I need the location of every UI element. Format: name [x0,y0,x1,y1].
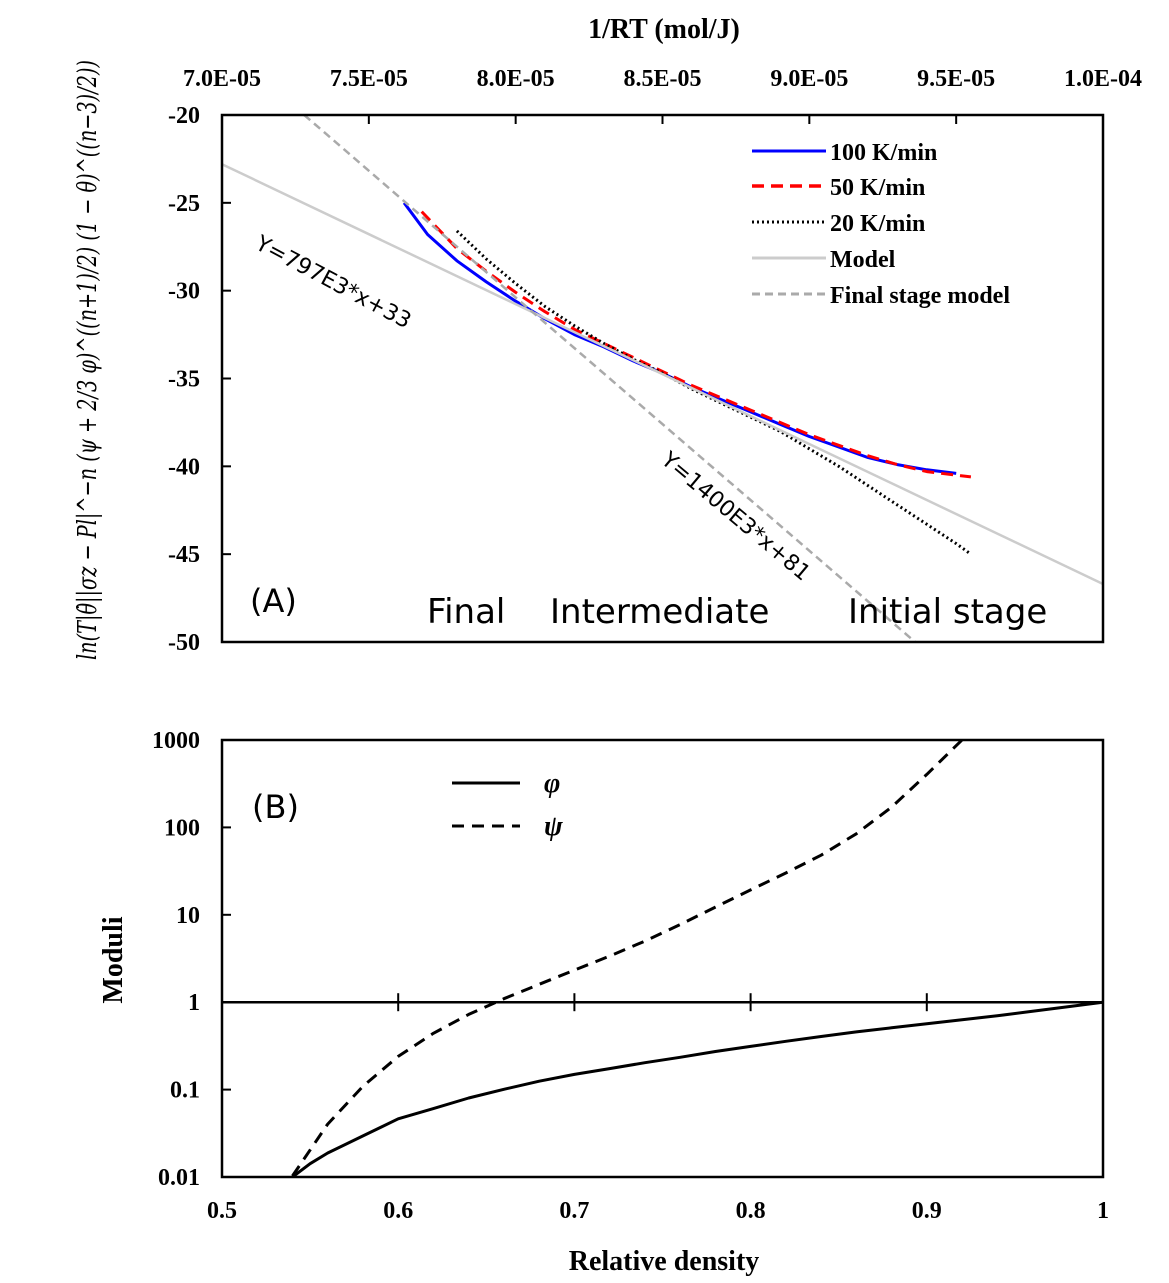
panel-b-series [291,740,1103,1177]
panel-b-label: (B) [252,788,299,826]
panel-a-x-tick-label: 7.0E-05 [183,66,261,92]
panel-a-x-axis-title: 1/RT (mol/J) [588,14,740,45]
panel-a-y-tick-label: -50 [168,630,200,656]
panel-b-x-tick-label: 0.9 [912,1198,942,1224]
panel-a-legend: 100 K/min 50 K/min 20 K/min Model Final … [752,140,1010,309]
panel-b-x-tick-label: 0.8 [736,1198,766,1224]
psi-curve [291,740,964,1177]
legend-final-stage-label: Final stage model [830,283,1010,309]
panel-a: 1/RT (mol/J) 7.0E-05 7.5E-05 8.0E-05 8.5E-0… [73,14,1142,660]
series-line-0 [402,201,957,475]
phi-curve [291,1000,1103,1177]
model-equation-annotation: Y=797E3*x+33 [250,231,415,334]
stage-label-intermediate: Intermediate [550,592,769,632]
panel-b-y-tick-label: 10 [176,903,200,929]
panel-a-y-tick-label: -30 [168,279,200,305]
series-line-1 [420,210,972,479]
panel-a-tick-marks [221,114,1104,643]
panel-a-x-tick-label: 9.5E-05 [917,66,995,92]
panel-a-x-tick-label: 7.5E-05 [330,66,408,92]
panel-b: 0.5 0.6 0.7 0.8 0.9 1 0.01 0.1 1 10 100 1000 Relat… [98,728,1109,1277]
panel-a-x-tick-label: 8.0E-05 [477,66,555,92]
series-line-4 [303,115,916,642]
panel-a-series [222,115,1103,642]
legend-phi-label: φ [544,768,560,799]
panel-b-plot-area [291,740,1103,1177]
panel-a-x-tick-label: 8.5E-05 [624,66,702,92]
panel-a-y-tick-label: -35 [168,367,200,393]
legend-model-label: Model [830,247,896,273]
panel-b-x-tick-label: 0.5 [207,1198,237,1224]
panel-a-y-tick-label: -25 [168,191,200,217]
panel-a-plot-area [222,115,1103,642]
panel-a-y-axis-title-text: ln(T|θ̇||σz − Pl|^−n (ψ + 2/3 φ)^((n+1)/… [73,60,103,660]
panel-b-x-tick-label: 0.7 [559,1198,589,1224]
final-stage-equation-annotation: Y=1400E3*x+81 [655,447,814,586]
panel-a-y-tick-label: -45 [168,542,200,568]
stage-label-initial: Initial stage [848,592,1047,632]
panel-a-frame [220,113,1105,644]
legend-20k-label: 20 K/min [830,211,925,237]
panel-b-tick-marks [221,739,1104,1178]
panel-a-y-tick-labels: -20 -25 -30 -35 -40 -45 -50 [168,103,200,656]
panel-b-y-tick-label: 0.1 [170,1078,200,1104]
panel-b-y-tick-label: 100 [164,815,200,841]
panel-b-y-axis-title: Moduli [98,916,129,1003]
stage-label-final: Final [427,592,505,632]
series-line-3 [222,163,1103,586]
legend-100k-label: 100 K/min [830,140,937,166]
panel-b-y-tick-label: 1000 [152,728,200,754]
panel-a-label: (A) [250,582,297,620]
legend-psi-label: ψ [544,811,563,842]
panel-b-x-tick-label: 0.6 [383,1198,413,1224]
panel-b-x-tick-label: 1 [1097,1198,1109,1224]
legend-50k-label: 50 K/min [830,175,925,201]
panel-b-legend: φ ψ [452,768,563,842]
panel-b-x-tick-labels: 0.5 0.6 0.7 0.8 0.9 1 [207,1198,1109,1224]
panel-a-y-tick-label: -20 [168,103,200,129]
panel-a-x-tick-labels: 7.0E-05 7.5E-05 8.0E-05 8.5E-05 9.0E-05 9.5E-… [183,66,1142,92]
panel-a-x-tick-label: 1.0E-04 [1064,66,1142,92]
panel-a-x-tick-label: 9.0E-05 [770,66,848,92]
panel-b-y-tick-labels: 0.01 0.1 1 10 100 1000 [152,728,200,1191]
panel-b-x-axis-title: Relative density [569,1246,760,1277]
series-line-2 [455,229,972,556]
panel-b-y-tick-label: 1 [188,990,200,1016]
panel-a-y-tick-label: -40 [168,454,200,480]
panel-b-frame [220,738,1105,1179]
panel-a-y-axis-title: ln(T|θ̇||σz − Pl|^−n (ψ + 2/3 φ)^((n+1)/… [73,60,103,660]
panel-b-y-tick-label: 0.01 [158,1165,200,1191]
